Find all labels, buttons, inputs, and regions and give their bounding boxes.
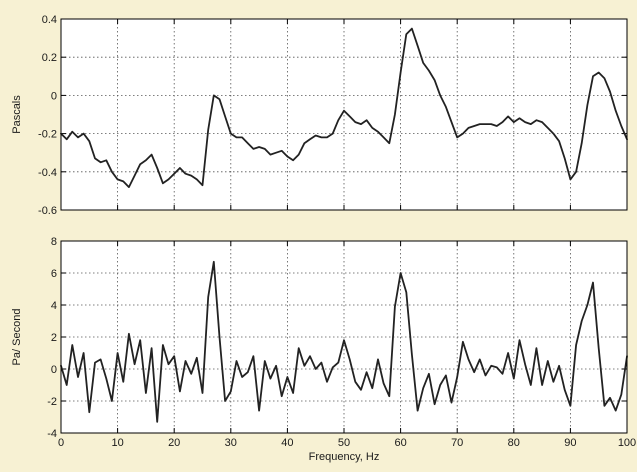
y-tick-label: 2 [51, 332, 57, 344]
y-axis-label: Pascals [11, 95, 23, 134]
x-tick-label: 60 [394, 437, 406, 449]
y-tick-label: 8 [51, 236, 57, 248]
x-tick-label: 10 [111, 437, 123, 449]
x-tick-label: 30 [225, 437, 237, 449]
y-tick-label: -0.4 [38, 167, 57, 179]
y-tick-label: 0 [51, 90, 57, 102]
y-tick-label: 6 [51, 268, 57, 280]
y-tick-label: 4 [51, 300, 57, 312]
y-tick-label: -0.6 [38, 205, 57, 217]
y-tick-label: -2 [47, 396, 57, 408]
axes-frame [60, 18, 628, 211]
x-tick-label: 50 [338, 437, 350, 449]
y-tick-label: 0.4 [42, 14, 57, 26]
x-axis-label: Frequency, Hz [309, 451, 380, 463]
top-panel-pascals: -0.6 -0.4 -0.2 0 0.2 0.4 Pascals [11, 14, 628, 217]
y-tick-label: 0.2 [42, 52, 57, 64]
y-tick-label: -4 [47, 428, 57, 440]
x-tick-label: 100 [618, 437, 636, 449]
y-tick-label: 0 [51, 364, 57, 376]
axes-frame [60, 240, 628, 434]
x-tick-label: 20 [168, 437, 180, 449]
plot-area [61, 19, 627, 210]
series-line [60, 260, 628, 423]
y-axis-label: Pa/ Second [11, 309, 23, 366]
x-tick-label: 40 [281, 437, 293, 449]
x-tick-label: 0 [58, 437, 64, 449]
x-tick-label: 90 [564, 437, 576, 449]
y-tick-label: -0.2 [38, 129, 57, 141]
x-tick-label: 70 [451, 437, 463, 449]
series-line [60, 27, 628, 189]
x-tick-label: 80 [508, 437, 520, 449]
